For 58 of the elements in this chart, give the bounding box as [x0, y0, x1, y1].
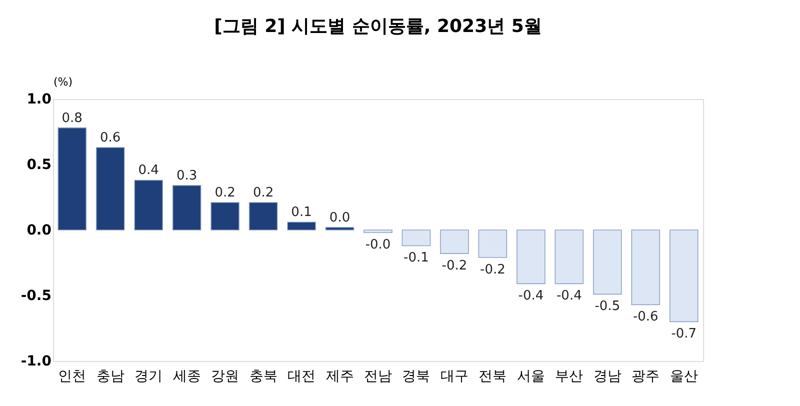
x-tick-label: 전남: [364, 368, 392, 384]
data-label: -0.4: [518, 288, 544, 304]
data-label: -0.5: [594, 299, 620, 314]
y-tick-label: -1.0: [20, 354, 52, 370]
x-tick-label: 경남: [593, 368, 622, 384]
bar: [631, 230, 660, 306]
bar: [593, 230, 622, 295]
y-tick-label: 0.0: [26, 222, 52, 238]
data-label: -0.2: [480, 262, 506, 278]
data-label: -0.1: [404, 250, 429, 266]
x-tick-label: 경기: [134, 368, 163, 384]
data-label: -0.4: [556, 288, 582, 304]
data-label: 0.0: [329, 210, 350, 226]
bar: [440, 230, 469, 254]
y-axis-title: (%): [54, 76, 73, 88]
bar: [516, 230, 546, 284]
data-label: 0.1: [291, 205, 312, 220]
x-tick-label: 전북: [478, 368, 507, 384]
bar: [402, 230, 431, 246]
bar: [554, 230, 584, 284]
data-label: 0.6: [100, 130, 121, 146]
x-tick-label: 대전: [288, 368, 316, 384]
y-tick-label: 1.0: [26, 92, 52, 108]
data-label: 0.2: [214, 185, 236, 200]
bar: [287, 222, 316, 230]
bar: [58, 127, 87, 230]
x-tick-label: 울산: [670, 368, 698, 384]
bar: [134, 180, 163, 230]
data-label: -0.2: [442, 258, 468, 274]
y-tick-label: -0.5: [20, 288, 52, 304]
bar: [248, 202, 278, 230]
bar: [669, 230, 698, 322]
bar: [478, 230, 508, 258]
x-tick-label: 강원: [211, 368, 240, 384]
x-tick-label: 부산: [555, 368, 584, 384]
bar: [325, 226, 354, 230]
x-tick-label: 인천: [58, 368, 86, 384]
y-tick-label: 0.5: [26, 157, 52, 173]
data-label: 0.3: [176, 168, 198, 184]
data-label: 0.2: [252, 185, 274, 200]
x-tick-label: 대구: [440, 368, 468, 384]
x-tick-label: 세종: [172, 368, 201, 384]
x-tick-label: 제주: [326, 368, 354, 384]
x-tick-label: 서울: [516, 368, 545, 384]
x-tick-label: 경북: [402, 368, 430, 384]
chart-title: [그림 2] 시도별 순이동률, 2023년 5월: [214, 16, 542, 37]
data-label: -0.7: [671, 326, 697, 342]
x-tick-label: 충남: [96, 368, 124, 384]
bar: [364, 230, 392, 234]
data-label: -0.6: [632, 310, 658, 325]
data-label: 0.4: [138, 163, 159, 178]
bar: [210, 202, 240, 230]
bar: [172, 185, 202, 230]
x-tick-label: 광주: [632, 368, 660, 384]
data-label: -0.0: [365, 238, 391, 253]
data-label: 0.8: [62, 110, 82, 126]
x-tick-label: 충북: [249, 368, 278, 384]
bar: [96, 147, 125, 230]
